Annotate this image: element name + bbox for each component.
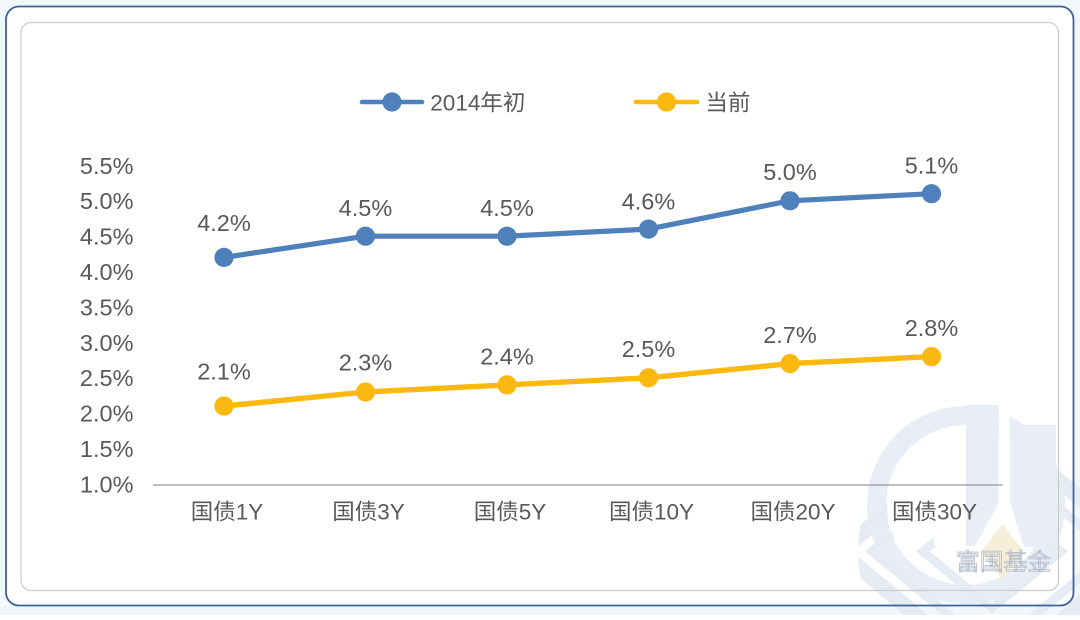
svg-text:2.7%: 2.7% — [763, 322, 817, 348]
svg-text:5.0%: 5.0% — [80, 188, 134, 214]
svg-text:2.8%: 2.8% — [905, 315, 959, 341]
svg-text:4.0%: 4.0% — [80, 259, 134, 285]
svg-text:5.5%: 5.5% — [80, 153, 134, 179]
svg-text:2.0%: 2.0% — [80, 401, 134, 427]
svg-text:4.5%: 4.5% — [480, 195, 534, 221]
svg-text:30Y: 30Y — [937, 499, 977, 524]
svg-text:2.3%: 2.3% — [339, 349, 393, 375]
svg-text:4.5%: 4.5% — [339, 195, 393, 221]
svg-text:5Y: 5Y — [519, 499, 547, 524]
svg-text:3Y: 3Y — [377, 499, 405, 524]
svg-text:2.5%: 2.5% — [80, 365, 134, 391]
svg-text:3.0%: 3.0% — [80, 330, 134, 356]
svg-text:5.1%: 5.1% — [905, 153, 959, 179]
svg-text:1Y: 1Y — [236, 499, 264, 524]
svg-text:2.5%: 2.5% — [622, 336, 676, 362]
svg-text:10Y: 10Y — [654, 499, 694, 524]
svg-text:5.0%: 5.0% — [763, 159, 817, 185]
svg-text:4.5%: 4.5% — [80, 224, 134, 250]
svg-text:4.6%: 4.6% — [622, 189, 676, 215]
svg-text:20Y: 20Y — [795, 499, 835, 524]
svg-text:3.5%: 3.5% — [80, 294, 134, 320]
svg-text:1.0%: 1.0% — [80, 471, 134, 497]
svg-text:2014: 2014 — [430, 90, 480, 115]
svg-text:1.5%: 1.5% — [80, 436, 134, 462]
svg-text:4.2%: 4.2% — [197, 210, 251, 236]
svg-text:2.1%: 2.1% — [197, 359, 251, 385]
svg-text:2.4%: 2.4% — [480, 343, 534, 369]
